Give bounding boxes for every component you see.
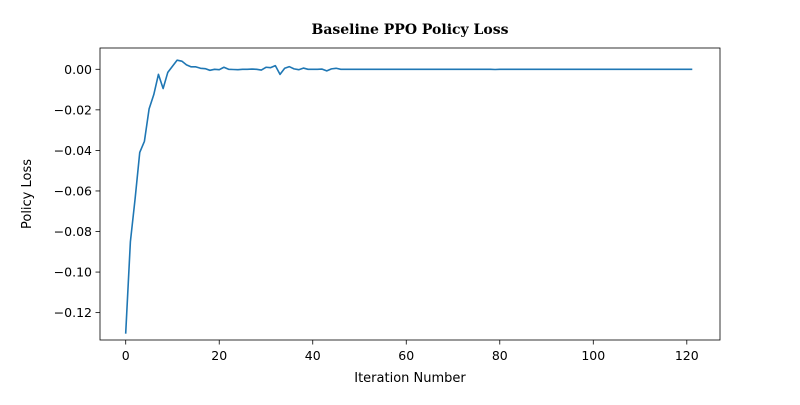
x-tick-label: 80	[492, 348, 508, 363]
series-line	[124, 59, 693, 334]
x-axis-label: Iteration Number	[354, 371, 466, 386]
chart-title: Baseline PPO Policy Loss	[311, 22, 508, 38]
y-tick-label: −0.10	[54, 265, 92, 280]
x-tick-label: 60	[398, 348, 414, 363]
y-tick-label: −0.12	[54, 305, 92, 320]
y-axis-ticks: −0.12 −0.10 −0.08 −0.06 −0.04 −0.02 0.00	[54, 62, 100, 320]
x-axis-ticks: 0 20 40 60 80 100 120	[122, 340, 699, 363]
y-axis-label: Policy Loss	[20, 159, 35, 229]
x-tick-label: 20	[211, 348, 227, 363]
y-tick-label: −0.06	[54, 183, 92, 198]
plot-area	[124, 59, 693, 334]
y-tick-label: 0.00	[64, 62, 92, 77]
y-tick-label: −0.04	[54, 143, 92, 158]
y-tick-label: −0.02	[54, 102, 92, 117]
x-tick-label: 100	[581, 348, 605, 363]
y-tick-label: −0.08	[54, 224, 92, 239]
x-tick-label: 120	[675, 348, 699, 363]
x-tick-label: 40	[305, 348, 321, 363]
plot-frame	[99, 47, 721, 341]
x-tick-label: 0	[122, 348, 130, 363]
